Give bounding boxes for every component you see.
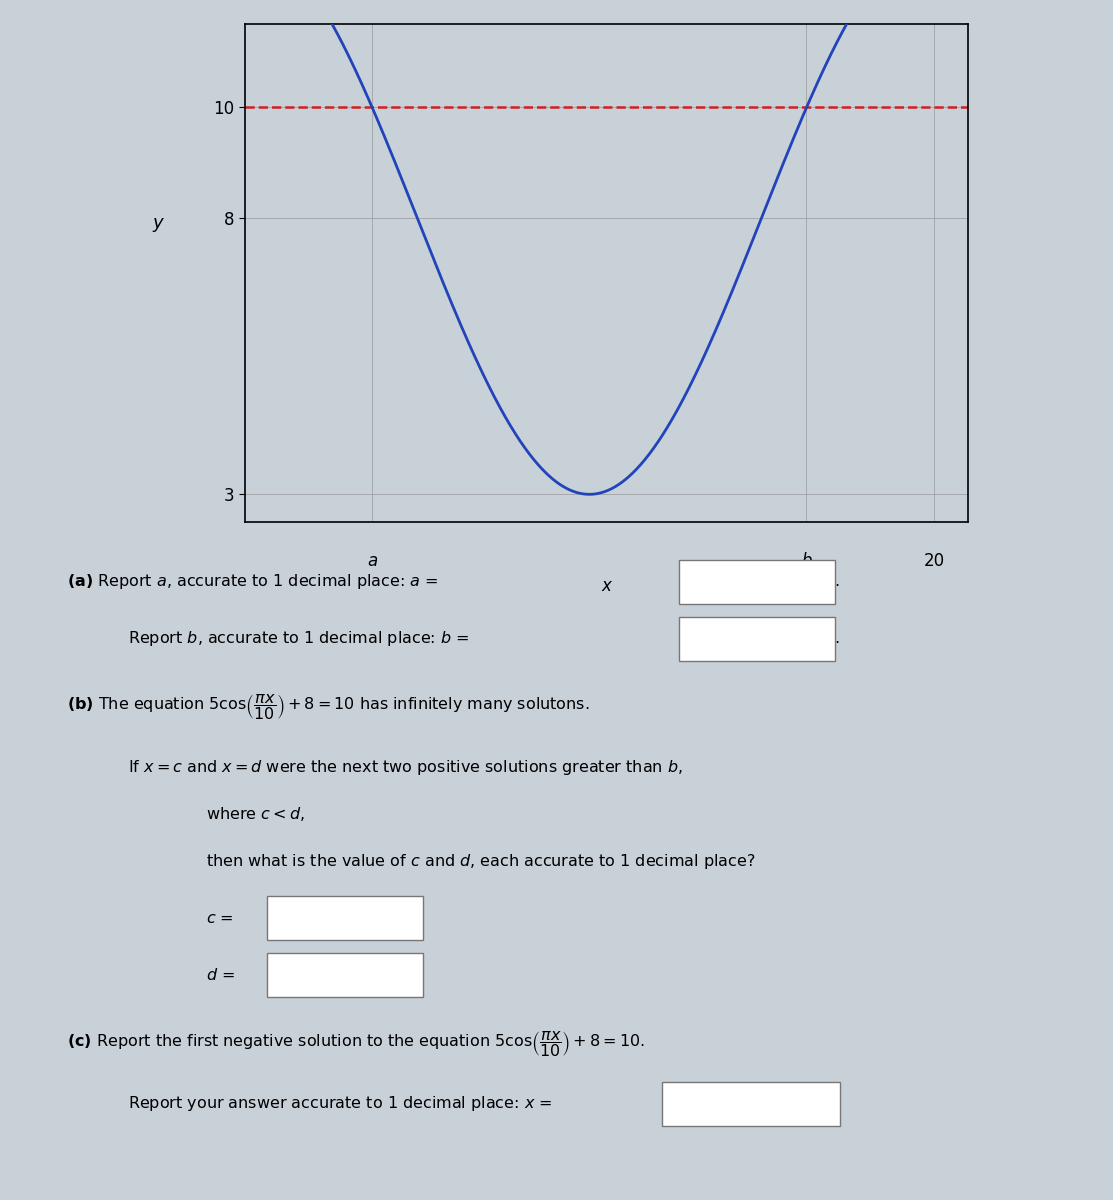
FancyBboxPatch shape <box>679 560 835 604</box>
Text: Number: Number <box>720 1097 782 1111</box>
Text: 20: 20 <box>924 552 945 570</box>
Text: a: a <box>367 552 377 570</box>
Text: $\mathbf{(c)}$ Report the first negative solution to the equation $5\cos\!\left(: $\mathbf{(c)}$ Report the first negative… <box>67 1028 644 1058</box>
Text: x: x <box>602 577 611 595</box>
Text: 36.3: 36.3 <box>328 968 362 983</box>
Text: Report your answer accurate to 1 decimal place: $x$ =: Report your answer accurate to 1 decimal… <box>128 1094 554 1114</box>
Text: 16.3: 16.3 <box>740 631 774 647</box>
Text: then what is the value of $c$ and $d$, each accurate to 1 decimal place?: then what is the value of $c$ and $d$, e… <box>206 852 756 870</box>
FancyBboxPatch shape <box>267 954 423 997</box>
Text: If $x = c$ and $x = d$ were the next two positive solutions greater than $b$,: If $x = c$ and $x = d$ were the next two… <box>128 758 682 776</box>
Text: $\mathbf{(a)}$ Report $a$, accurate to 1 decimal place: $a$ =: $\mathbf{(a)}$ Report $a$, accurate to 1… <box>67 572 440 592</box>
Text: 3.7: 3.7 <box>745 575 769 589</box>
Text: .: . <box>835 575 840 589</box>
Text: Report $b$, accurate to 1 decimal place: $b$ =: Report $b$, accurate to 1 decimal place:… <box>128 629 471 648</box>
Text: 23.7: 23.7 <box>328 911 362 925</box>
Text: b: b <box>801 552 811 570</box>
FancyBboxPatch shape <box>662 1082 840 1126</box>
FancyBboxPatch shape <box>679 617 835 661</box>
Text: where $c < d$,: where $c < d$, <box>206 805 305 823</box>
Text: $d$ =: $d$ = <box>206 967 237 983</box>
Text: y: y <box>152 214 164 233</box>
Text: $c$ =: $c$ = <box>206 911 235 925</box>
Text: .: . <box>835 631 840 647</box>
Text: $\mathbf{(b)}$ The equation $5\cos\!\left(\dfrac{\pi x}{10}\right) + 8 = 10$ has: $\mathbf{(b)}$ The equation $5\cos\!\lef… <box>67 692 589 722</box>
FancyBboxPatch shape <box>267 896 423 940</box>
